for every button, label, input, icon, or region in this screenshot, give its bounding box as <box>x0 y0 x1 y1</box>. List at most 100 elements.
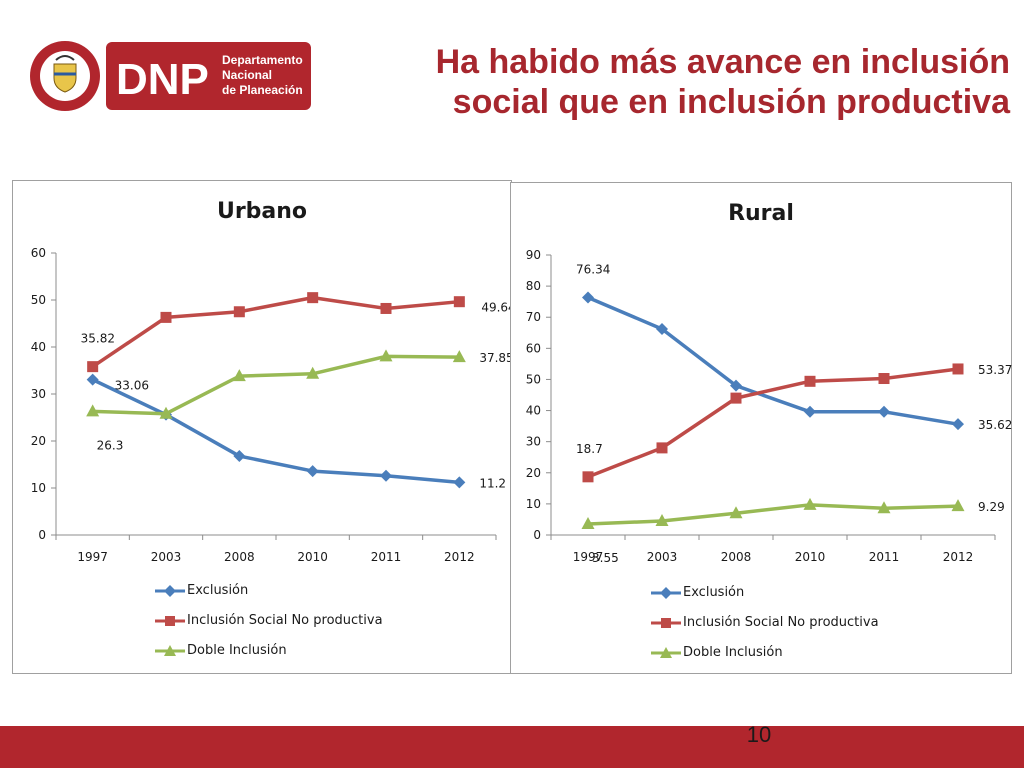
page-title-line1: Ha habido más avance en inclusión <box>435 43 1010 81</box>
x-tick-label: 2003 <box>151 550 182 564</box>
x-tick-label: 2010 <box>297 550 328 564</box>
footer-bar <box>0 726 1024 768</box>
data-point <box>232 369 246 382</box>
data-point <box>453 476 466 489</box>
y-tick-label: 80 <box>526 279 541 293</box>
urbano-chart-panel: Urbano 0 10 20 30 40 50 60 1997 2003 2008 2010 2011… <box>12 180 513 674</box>
data-point <box>804 405 816 418</box>
series-line <box>91 378 460 485</box>
dnp-logo: DNP Departamento Nacional de Planeación <box>30 41 311 111</box>
y-tick-label: 70 <box>526 310 541 324</box>
data-point <box>86 373 99 386</box>
data-point <box>86 404 100 417</box>
y-tick-label: 20 <box>526 466 541 480</box>
data-label: 53.37 <box>978 363 1012 377</box>
data-label: 18.7 <box>576 442 603 456</box>
x-tick-label: 2011 <box>371 550 402 564</box>
data-label: 37.85 <box>479 351 513 365</box>
data-label: 3.55 <box>592 551 619 565</box>
x-tick-label: 2011 <box>869 550 900 564</box>
series-line <box>587 295 959 426</box>
y-tick-label: 10 <box>526 497 541 511</box>
coat-of-arms-icon <box>53 63 77 93</box>
data-label: 35.82 <box>81 332 115 346</box>
y-tick-label: 90 <box>526 248 541 262</box>
dnp-acronym: DNP <box>116 55 209 104</box>
x-tick-label: 1997 <box>573 550 604 564</box>
x-tick-label: 2008 <box>224 550 255 564</box>
y-tick-label: 10 <box>31 481 46 495</box>
page-title: Ha habido más avance en inclusión social… <box>322 42 1010 122</box>
series-line <box>587 367 959 479</box>
series-line <box>587 503 959 526</box>
data-point <box>453 296 465 308</box>
dnp-badge <box>106 42 311 110</box>
svg-text:Nacional: Nacional <box>222 68 272 82</box>
y-tick-label: 0 <box>533 528 541 542</box>
series-line <box>91 295 460 369</box>
data-point <box>380 302 392 314</box>
x-tick-label: 2010 <box>795 550 826 564</box>
x-tick-label: 2012 <box>444 550 475 564</box>
chart-title-urbano: Urbano <box>216 199 308 224</box>
page-number: 10 <box>746 722 772 747</box>
data-point <box>804 375 816 387</box>
data-point <box>952 363 964 375</box>
data-label: 9.29 <box>978 500 1005 514</box>
data-point <box>233 450 246 463</box>
data-point <box>729 506 743 519</box>
data-point <box>803 497 817 510</box>
data-point <box>878 405 890 418</box>
y-tick-label: 30 <box>31 387 46 401</box>
y-tick-label: 40 <box>526 404 541 418</box>
data-point <box>656 442 668 454</box>
data-point <box>582 291 594 304</box>
data-point <box>233 306 245 318</box>
data-point <box>878 373 890 385</box>
data-point <box>951 499 965 512</box>
data-point <box>730 392 742 404</box>
data-label: 35.62 <box>978 418 1012 432</box>
data-point <box>877 501 891 514</box>
x-tick-label: 2008 <box>721 550 752 564</box>
data-point <box>730 379 742 392</box>
data-point <box>952 418 964 431</box>
data-label: 26.3 <box>97 438 124 452</box>
data-point <box>306 465 319 478</box>
page-title-line2: social que en inclusión productiva <box>452 83 1010 121</box>
data-label: 11.2 <box>479 476 506 490</box>
x-tick-label: 2003 <box>647 550 678 564</box>
chart-title-rural: Rural <box>728 201 794 226</box>
data-point <box>581 516 595 529</box>
data-point <box>160 311 172 323</box>
y-tick-label: 0 <box>38 528 46 542</box>
y-tick-label: 30 <box>526 435 541 449</box>
x-tick-label: 2012 <box>943 550 974 564</box>
data-point <box>379 349 393 362</box>
data-point <box>87 361 99 373</box>
y-tick-label: 20 <box>31 434 46 448</box>
x-tick-label: 1997 <box>77 550 108 564</box>
rural-chart: 0 10 20 30 40 50 60 70 80 90 1997 2003 2008 2010 2011 2… <box>526 248 1013 565</box>
data-point <box>380 469 392 482</box>
data-point <box>306 366 320 379</box>
data-point <box>159 406 173 419</box>
y-tick-label: 40 <box>31 340 46 354</box>
data-point <box>656 323 668 336</box>
svg-text:de Planeación: de Planeación <box>222 83 303 97</box>
data-label: 33.06 <box>115 379 149 393</box>
y-tick-label: 50 <box>526 372 541 386</box>
y-tick-label: 50 <box>31 293 46 307</box>
urbano-chart: 0 10 20 30 40 50 60 1997 2003 2008 2010 2011 2012 33.… <box>31 246 513 564</box>
data-point <box>452 350 466 363</box>
y-tick-label: 60 <box>31 246 46 260</box>
series-line <box>92 354 460 416</box>
y-tick-label: 60 <box>526 341 541 355</box>
svg-text:Departamento: Departamento <box>222 53 303 67</box>
data-point <box>582 471 594 483</box>
data-point <box>655 514 669 526</box>
data-point <box>307 292 319 304</box>
data-label: 76.34 <box>576 262 610 276</box>
rural-chart-panel: Rural 0 10 20 30 40 50 60 70 80 90 1997 2003 2008 201… <box>510 182 1012 674</box>
data-label: 49.64 <box>481 301 513 315</box>
